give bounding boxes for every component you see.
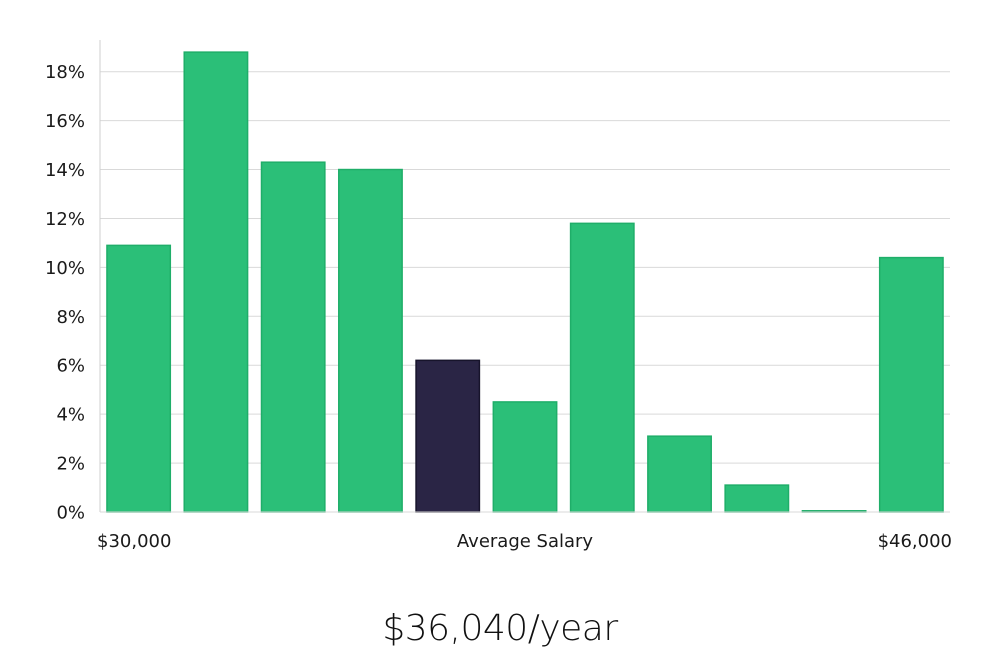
bar	[338, 168, 403, 513]
bar	[647, 435, 712, 513]
y-tick-label: 14%	[45, 160, 85, 181]
y-tick-label: 8%	[56, 307, 85, 328]
bar	[492, 401, 558, 513]
x-axis-end-label: $46,000	[878, 531, 952, 552]
y-tick-label: 16%	[45, 111, 85, 132]
x-axis-title: Average Salary	[457, 531, 594, 552]
y-tick-label: 10%	[45, 258, 85, 279]
y-axis-ticks: 0% 2% 4% 6% 8% 10% 12% 14% 16% 18%	[45, 62, 85, 523]
salary-histogram: 0% 2% 4% 6% 8% 10% 12% 14% 16% 18% $30,000 Averag…	[45, 40, 952, 552]
average-salary-value: $36,040/year	[382, 608, 618, 649]
y-tick-label: 4%	[56, 405, 85, 426]
bar	[724, 484, 790, 513]
bar	[569, 222, 635, 513]
y-tick-label: 6%	[56, 356, 85, 377]
bar	[878, 256, 944, 513]
bar	[183, 51, 249, 513]
highlighted-bar	[415, 359, 481, 513]
bar	[106, 244, 172, 513]
x-axis-start-label: $30,000	[97, 531, 171, 552]
y-tick-label: 18%	[45, 62, 85, 83]
bar	[260, 161, 326, 513]
y-tick-label: 0%	[56, 503, 85, 524]
y-tick-label: 12%	[45, 209, 85, 230]
bars	[106, 51, 944, 513]
y-tick-label: 2%	[56, 454, 85, 475]
